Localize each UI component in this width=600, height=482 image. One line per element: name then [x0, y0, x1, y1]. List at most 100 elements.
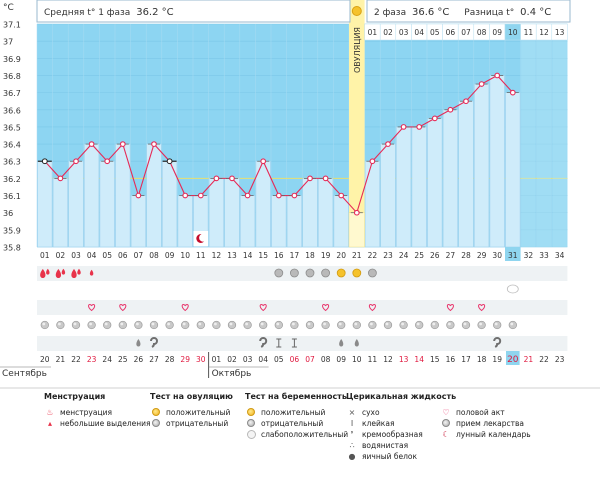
temperature-column — [395, 126, 412, 248]
calendar-date: 18 — [477, 355, 487, 364]
temperature-column — [380, 143, 396, 248]
pill-icon-shine — [167, 322, 171, 326]
pill-icon-shine — [385, 322, 389, 326]
cycle-day-label: 18 — [305, 251, 315, 260]
grey-sun-icon — [150, 418, 162, 429]
temperature-column — [271, 195, 287, 248]
cycle-day-label: 07 — [134, 251, 144, 260]
diff-value: 0.4 °C — [520, 7, 551, 18]
ovulation-positive-icon — [336, 268, 346, 278]
symptom-rows — [37, 266, 568, 351]
temperature-point — [73, 158, 79, 165]
temperature-column — [99, 160, 115, 248]
ovulation-label: ОВУЛЯЦИЯ — [353, 27, 362, 73]
creamy-icon: ❜ — [350, 429, 354, 439]
ovulation-negative-icon — [274, 268, 284, 278]
pill-icon-shine — [182, 322, 186, 326]
calendar-date: 15 — [430, 355, 440, 364]
legend-item: слабоположительный — [261, 430, 349, 439]
pill-icon-shine — [58, 322, 61, 326]
temperature-point — [57, 175, 64, 182]
cycle-day-label: 30 — [492, 251, 502, 260]
calendar-date: 19 — [492, 355, 502, 364]
calendar-date: 20 — [40, 355, 50, 364]
cycle-day-label: 24 — [399, 251, 409, 260]
phase2-day-label: 13 — [555, 28, 565, 37]
moon-icon: ☾ — [442, 429, 450, 439]
phase2-day-label: 09 — [492, 28, 502, 37]
pill-icon-shine — [432, 322, 436, 326]
pill-icon-shine — [494, 322, 498, 326]
pill-icon — [352, 320, 361, 330]
calendar-date: 30 — [196, 355, 206, 364]
y-tick-label: 36.6 — [3, 106, 21, 115]
pill-icon-shine — [370, 322, 373, 326]
ovulation-negative-icon — [289, 268, 299, 278]
sticky-icon: Ⅰ — [350, 418, 354, 428]
phase2-label: 2 фаза — [374, 8, 406, 18]
temperature-point — [197, 192, 204, 199]
pill-icon-shine — [276, 322, 280, 326]
y-tick-label: 37 — [3, 38, 13, 47]
svg-text:Средняя t° 1 фаза 36.2 °: Средняя t° 1 фаза 36.2 °C — [44, 7, 174, 18]
calendar-date: 02 — [227, 355, 237, 364]
cycle-day-label: 23 — [383, 251, 393, 260]
today-highlight — [505, 247, 521, 261]
calendar-date: 17 — [461, 355, 471, 364]
pill-icon — [461, 320, 471, 330]
pill-icon — [243, 320, 252, 330]
temperature-point — [478, 81, 485, 87]
calendar-date: 01 — [212, 355, 222, 364]
calendar-date: 06 — [290, 355, 300, 364]
pill-icon — [399, 320, 408, 330]
legend-menstruation-title: Менструация — [44, 392, 106, 401]
heart-icon: ♡ — [442, 407, 450, 417]
temperature-column — [364, 160, 381, 248]
calendar-date: 12 — [383, 355, 393, 364]
temperature-column — [317, 178, 334, 248]
cycle-day-label: 10 — [180, 251, 190, 260]
creamy-icon — [150, 337, 158, 348]
phase2-day-label: 04 — [414, 28, 424, 37]
legend-item: отрицательный — [166, 419, 229, 428]
pregnancy-test-icon — [506, 284, 519, 294]
temperature-column — [427, 118, 443, 248]
heart-icon — [478, 303, 486, 312]
cycle-day-label: 01 — [40, 251, 50, 260]
cycle-day-label: 34 — [555, 251, 565, 260]
pill-icon — [274, 320, 283, 330]
calendar-date: 21 — [524, 355, 534, 364]
pill-icon — [383, 320, 393, 330]
legend-other: ♡ половой акт прием лекарства ☾ лунный кал… — [440, 407, 531, 440]
heart-icon — [119, 303, 127, 312]
eggwhite-icon: ● — [348, 451, 356, 461]
cycle-day-label: 27 — [446, 251, 456, 260]
temperature-column — [473, 83, 490, 248]
menstruation-icon — [77, 268, 81, 275]
cycle-day-label: 33 — [539, 251, 549, 260]
legend-item: прием лекарства — [456, 419, 524, 428]
pill-icon — [259, 320, 268, 330]
future-column — [536, 24, 552, 247]
phase2-day-label: 03 — [399, 28, 409, 37]
temperature-point — [275, 192, 282, 199]
heart-icon — [368, 303, 376, 312]
legend-item: клейкая — [362, 419, 395, 428]
legend-item: положительный — [261, 408, 326, 417]
temperature-point — [135, 192, 142, 199]
pill-icon-shine — [479, 322, 482, 326]
svg-text:2 фаза 36.6 °C Раз: 2 фаза 36.6 °C Разница t° 0.4 °C — [374, 7, 551, 18]
eggwhite-icon — [339, 339, 344, 347]
ovulation-column — [349, 0, 365, 247]
legend-pregnancy-title: Тест на беременность — [245, 392, 347, 401]
phase2-day-label: 07 — [461, 28, 471, 37]
calendar-date: 14 — [414, 355, 424, 364]
calendar-date: 07 — [305, 355, 315, 364]
legend-item: отрицательный — [261, 419, 324, 428]
temperature-point — [463, 98, 469, 105]
temperature-column — [84, 143, 100, 248]
pill-icon — [196, 320, 205, 330]
symptom-row — [37, 300, 568, 315]
pill-icon-shine — [214, 322, 217, 326]
legend-item: кремообразная — [362, 430, 423, 439]
